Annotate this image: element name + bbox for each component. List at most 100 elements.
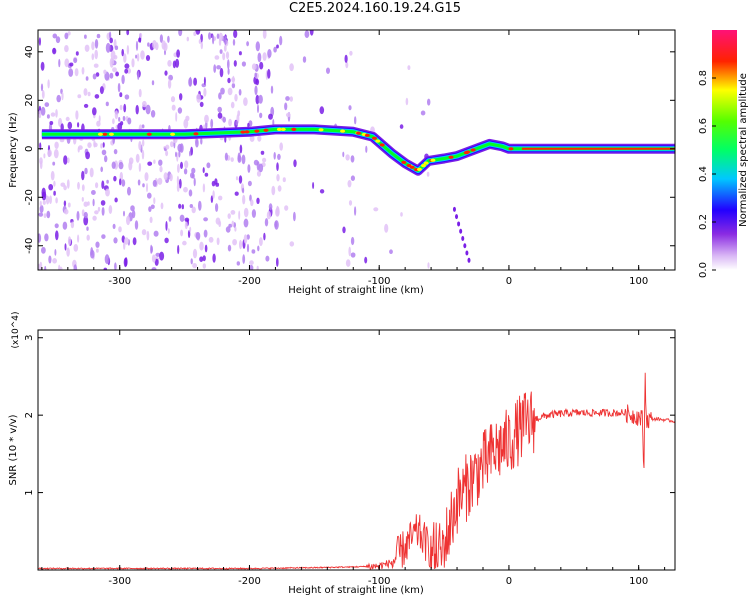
noise-speckle [258, 94, 263, 104]
noise-speckle [104, 155, 108, 163]
noise-speckle [153, 230, 159, 237]
noise-speckle [184, 160, 189, 169]
noise-speckle [92, 107, 97, 116]
noise-speckle [167, 79, 172, 89]
noise-speckle [114, 45, 119, 51]
noise-speckle [105, 188, 110, 197]
branch-speckle [467, 257, 471, 263]
noise-speckle [55, 230, 59, 241]
noise-speckle [191, 167, 196, 174]
noise-speckle [275, 207, 280, 217]
noise-speckle [189, 76, 192, 87]
noise-speckle [152, 40, 157, 49]
noise-speckle [149, 216, 153, 223]
snr-y-label: SNR (10 * v/v) [8, 414, 19, 485]
noise-speckle [92, 215, 97, 221]
noise-speckle [224, 35, 227, 46]
noise-speckle [247, 180, 252, 187]
noise-speckle [319, 189, 325, 194]
noise-speckle [38, 37, 42, 46]
noise-speckle [160, 202, 164, 210]
spectrogram-y-axis: -40 -20 0 20 40 [24, 45, 675, 254]
noise-speckle [119, 104, 123, 111]
noise-speckle [186, 36, 189, 42]
noise-speckle [225, 51, 230, 60]
noise-speckle [134, 220, 139, 230]
noise-speckle [104, 254, 110, 265]
noise-speckle [65, 116, 70, 122]
noise-speckle [163, 172, 168, 181]
noise-speckle [141, 229, 147, 236]
noise-speckle [309, 30, 314, 36]
noise-speckle [131, 58, 135, 68]
noise-speckle [92, 73, 97, 80]
noise-speckle [222, 52, 226, 61]
snr-frame [37, 329, 676, 571]
noise-speckle [289, 63, 294, 72]
noise-speckle [100, 200, 106, 206]
signal-hotspot [423, 161, 429, 165]
noise-speckle [135, 54, 138, 59]
noise-speckle [64, 45, 69, 53]
noise-speckle [242, 187, 245, 194]
noise-speckle [83, 211, 88, 219]
signal-hotspot [102, 132, 108, 136]
noise-speckle [254, 85, 258, 96]
noise-speckle [326, 67, 330, 74]
noise-speckle [219, 67, 224, 78]
noise-speckle [177, 107, 183, 114]
noise-speckle [87, 142, 92, 149]
noise-speckle [94, 94, 100, 99]
noise-speckle [138, 37, 142, 43]
x-tick-label: -100 [368, 276, 391, 287]
noise-speckle [302, 56, 307, 63]
noise-speckle [117, 122, 123, 131]
noise-speckle [230, 101, 235, 109]
noise-speckle [234, 191, 239, 196]
noise-speckle [52, 161, 56, 166]
noise-speckle [139, 32, 143, 38]
noise-speckle [289, 241, 295, 247]
noise-speckle [131, 209, 136, 219]
noise-speckle [146, 182, 148, 193]
signal-hotspot [371, 136, 377, 140]
signal-hotspot [240, 130, 246, 134]
noise-speckle [45, 195, 50, 205]
noise-speckle [137, 71, 140, 80]
noise-speckle [405, 97, 409, 106]
noise-speckle [150, 204, 155, 210]
noise-speckle [169, 173, 173, 182]
noise-speckle [282, 177, 286, 183]
noise-speckle [427, 262, 430, 269]
noise-speckle [193, 77, 198, 86]
noise-speckle [142, 183, 145, 188]
noise-speckle [40, 61, 45, 71]
y-tick-label: 3 [24, 335, 35, 341]
noise-speckle [249, 264, 254, 270]
noise-speckle [192, 263, 198, 269]
noise-speckle [284, 102, 288, 111]
noise-speckle [96, 120, 101, 127]
spectrogram-image [38, 30, 675, 270]
colorbar: 0.0 0.2 0.4 0.6 0.8 Normalized spectral ampl… [698, 30, 749, 278]
noise-speckle [157, 177, 163, 185]
noise-speckle [96, 33, 101, 39]
noise-speckle [276, 257, 279, 267]
noise-speckle [124, 68, 129, 74]
noise-speckle [87, 91, 91, 97]
noise-speckle [344, 54, 348, 63]
x-tick-label: 0 [506, 576, 512, 587]
noise-speckle [234, 93, 238, 102]
noise-speckle [117, 82, 121, 93]
y-tick-label: 40 [24, 45, 35, 58]
noise-speckle [41, 246, 46, 254]
noise-speckle [243, 234, 248, 244]
noise-speckle [74, 68, 79, 77]
noise-speckle [48, 255, 52, 264]
noise-speckle [267, 49, 272, 58]
noise-speckle [146, 230, 150, 241]
noise-speckle [198, 200, 202, 211]
noise-speckle [350, 155, 355, 163]
noise-speckle [135, 40, 139, 51]
noise-speckle [121, 48, 124, 57]
